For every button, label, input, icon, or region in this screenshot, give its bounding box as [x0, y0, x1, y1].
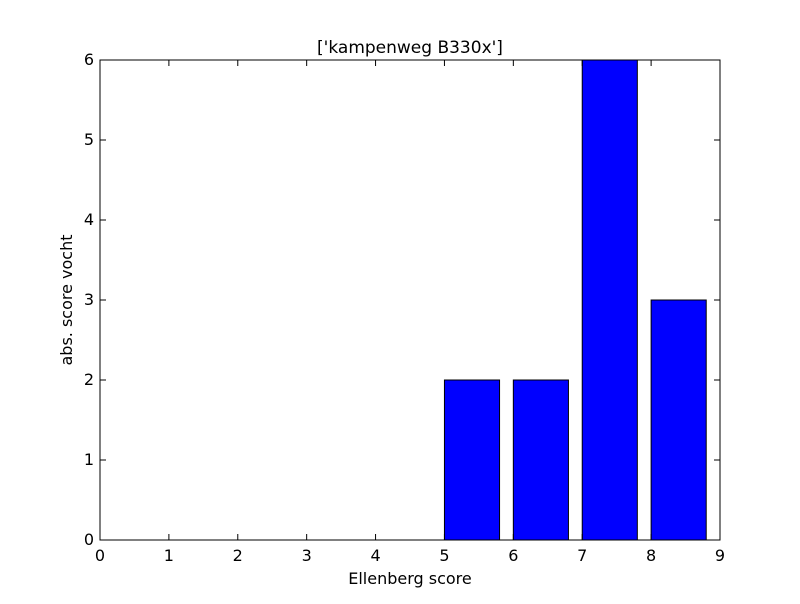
x-tick-label-4: 4: [370, 546, 380, 565]
y-axis-label: abs. score vocht: [57, 234, 76, 365]
chart-title: ['kampenweg B330x']: [317, 38, 503, 58]
bar-8: [650, 299, 707, 541]
y-tick-label-1: 1: [84, 450, 94, 469]
x-tick-label-5: 5: [439, 546, 449, 565]
bar-5: [443, 379, 501, 541]
x-tick-label-7: 7: [577, 546, 587, 565]
bar-7: [581, 59, 638, 541]
tick-labels-layer: 0 1 2 3 4 5 6 7 8 9 0 1 2 3 4 5 6: [84, 50, 725, 565]
y-tick-label-2: 2: [84, 370, 94, 389]
x-tick-label-0: 0: [95, 546, 105, 565]
x-tick-label-2: 2: [233, 546, 243, 565]
x-tick-label-8: 8: [646, 546, 656, 565]
y-tick-label-0: 0: [84, 530, 94, 549]
x-tick-label-9: 9: [715, 546, 725, 565]
y-tick-label-5: 5: [84, 130, 94, 149]
bar-6: [512, 379, 569, 541]
y-tick-label-4: 4: [84, 210, 94, 229]
y-tick-label-3: 3: [84, 290, 94, 309]
bars-layer: [443, 59, 707, 541]
x-tick-label-6: 6: [508, 546, 518, 565]
plot-frame: [99, 59, 721, 541]
x-tick-label-1: 1: [164, 546, 174, 565]
x-axis-label: Ellenberg score: [348, 569, 472, 588]
y-tick-label-6: 6: [84, 50, 94, 69]
x-tick-label-3: 3: [302, 546, 312, 565]
ticks-layer: [99, 59, 721, 541]
